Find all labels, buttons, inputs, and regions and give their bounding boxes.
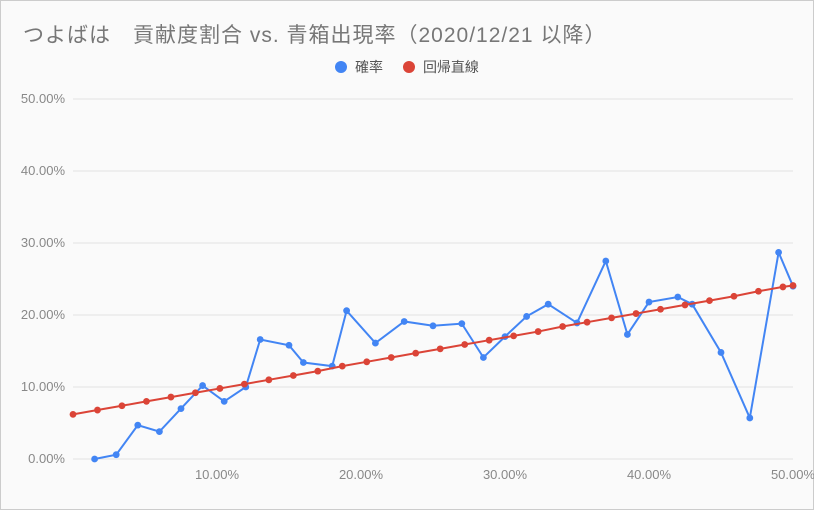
series-marker-確率	[602, 258, 609, 265]
series-marker-回帰直線	[388, 354, 395, 361]
series-marker-回帰直線	[731, 293, 738, 300]
series-marker-回帰直線	[706, 297, 713, 304]
series-marker-回帰直線	[584, 319, 591, 326]
series-line-確率	[95, 252, 793, 459]
series-marker-回帰直線	[94, 407, 101, 414]
series-marker-回帰直線	[755, 288, 762, 295]
series-marker-回帰直線	[535, 328, 542, 335]
series-marker-回帰直線	[216, 385, 223, 392]
series-marker-回帰直線	[437, 345, 444, 352]
series-marker-回帰直線	[510, 332, 517, 339]
series-marker-確率	[343, 307, 350, 314]
series-marker-回帰直線	[486, 337, 493, 344]
chart-frame: つよばは 貢献度割合 vs. 青箱出現率（2020/12/21 以降） 確率 回…	[0, 0, 814, 510]
legend-swatch-probability	[335, 61, 347, 73]
x-tick-label: 20.00%	[339, 467, 384, 482]
y-tick-label: 30.00%	[21, 235, 66, 250]
y-tick-label: 50.00%	[21, 91, 66, 106]
y-tick-label: 0.00%	[28, 451, 65, 466]
series-marker-回帰直線	[290, 372, 297, 379]
series-marker-回帰直線	[314, 368, 321, 375]
x-tick-label: 10.00%	[195, 467, 240, 482]
x-tick-label: 30.00%	[483, 467, 528, 482]
series-marker-回帰直線	[339, 363, 346, 370]
series-marker-回帰直線	[168, 394, 175, 401]
series-marker-回帰直線	[241, 381, 248, 388]
series-marker-確率	[458, 320, 465, 327]
series-marker-確率	[113, 451, 120, 458]
series-marker-回帰直線	[143, 398, 150, 405]
series-marker-確率	[430, 322, 437, 329]
series-marker-確率	[480, 354, 487, 361]
x-tick-label: 50.00%	[771, 467, 814, 482]
series-marker-回帰直線	[192, 389, 199, 396]
y-tick-label: 40.00%	[21, 163, 66, 178]
series-marker-回帰直線	[70, 411, 77, 418]
plot-area: 0.00%10.00%20.00%30.00%40.00%50.00%10.00…	[73, 93, 795, 485]
series-marker-回帰直線	[682, 302, 689, 309]
legend-label-probability: 確率	[355, 57, 383, 77]
series-marker-確率	[718, 349, 725, 356]
series-marker-回帰直線	[559, 323, 566, 330]
series-marker-回帰直線	[633, 310, 640, 317]
series-marker-確率	[286, 342, 293, 349]
series-marker-確率	[523, 313, 530, 320]
series-marker-確率	[300, 359, 307, 366]
series-marker-確率	[545, 301, 552, 308]
y-tick-label: 20.00%	[21, 307, 66, 322]
series-marker-回帰直線	[780, 284, 787, 291]
series-marker-回帰直線	[657, 306, 664, 313]
chart-title: つよばは 貢献度割合 vs. 青箱出現率（2020/12/21 以降）	[23, 19, 606, 49]
gridlines	[73, 99, 793, 459]
series-marker-確率	[257, 336, 264, 343]
legend-item-probability: 確率	[335, 57, 383, 77]
plot-svg: 0.00%10.00%20.00%30.00%40.00%50.00%10.00…	[73, 93, 795, 485]
series-marker-確率	[221, 398, 228, 405]
series-marker-確率	[746, 415, 753, 422]
series-marker-回帰直線	[608, 314, 615, 321]
series-marker-回帰直線	[790, 282, 797, 289]
series-marker-回帰直線	[363, 358, 370, 365]
legend-label-regression: 回帰直線	[423, 57, 479, 77]
x-tick-label: 40.00%	[627, 467, 672, 482]
series-marker-確率	[372, 340, 379, 347]
series-marker-確率	[156, 428, 163, 435]
series-marker-回帰直線	[461, 341, 468, 348]
series-marker-確率	[134, 422, 141, 429]
y-tick-label: 10.00%	[21, 379, 66, 394]
series-marker-回帰直線	[265, 376, 272, 383]
series-marker-確率	[178, 405, 185, 412]
series-marker-確率	[199, 382, 206, 389]
series-marker-確率	[646, 299, 653, 306]
series-marker-回帰直線	[412, 350, 419, 357]
series-marker-確率	[775, 249, 782, 256]
series-marker-回帰直線	[119, 402, 126, 409]
legend-item-regression: 回帰直線	[403, 57, 479, 77]
legend-swatch-regression	[403, 61, 415, 73]
series-marker-確率	[624, 331, 631, 338]
series-marker-確率	[91, 456, 98, 463]
series-marker-確率	[401, 318, 408, 325]
legend: 確率 回帰直線	[1, 57, 813, 77]
series-marker-確率	[674, 294, 681, 301]
